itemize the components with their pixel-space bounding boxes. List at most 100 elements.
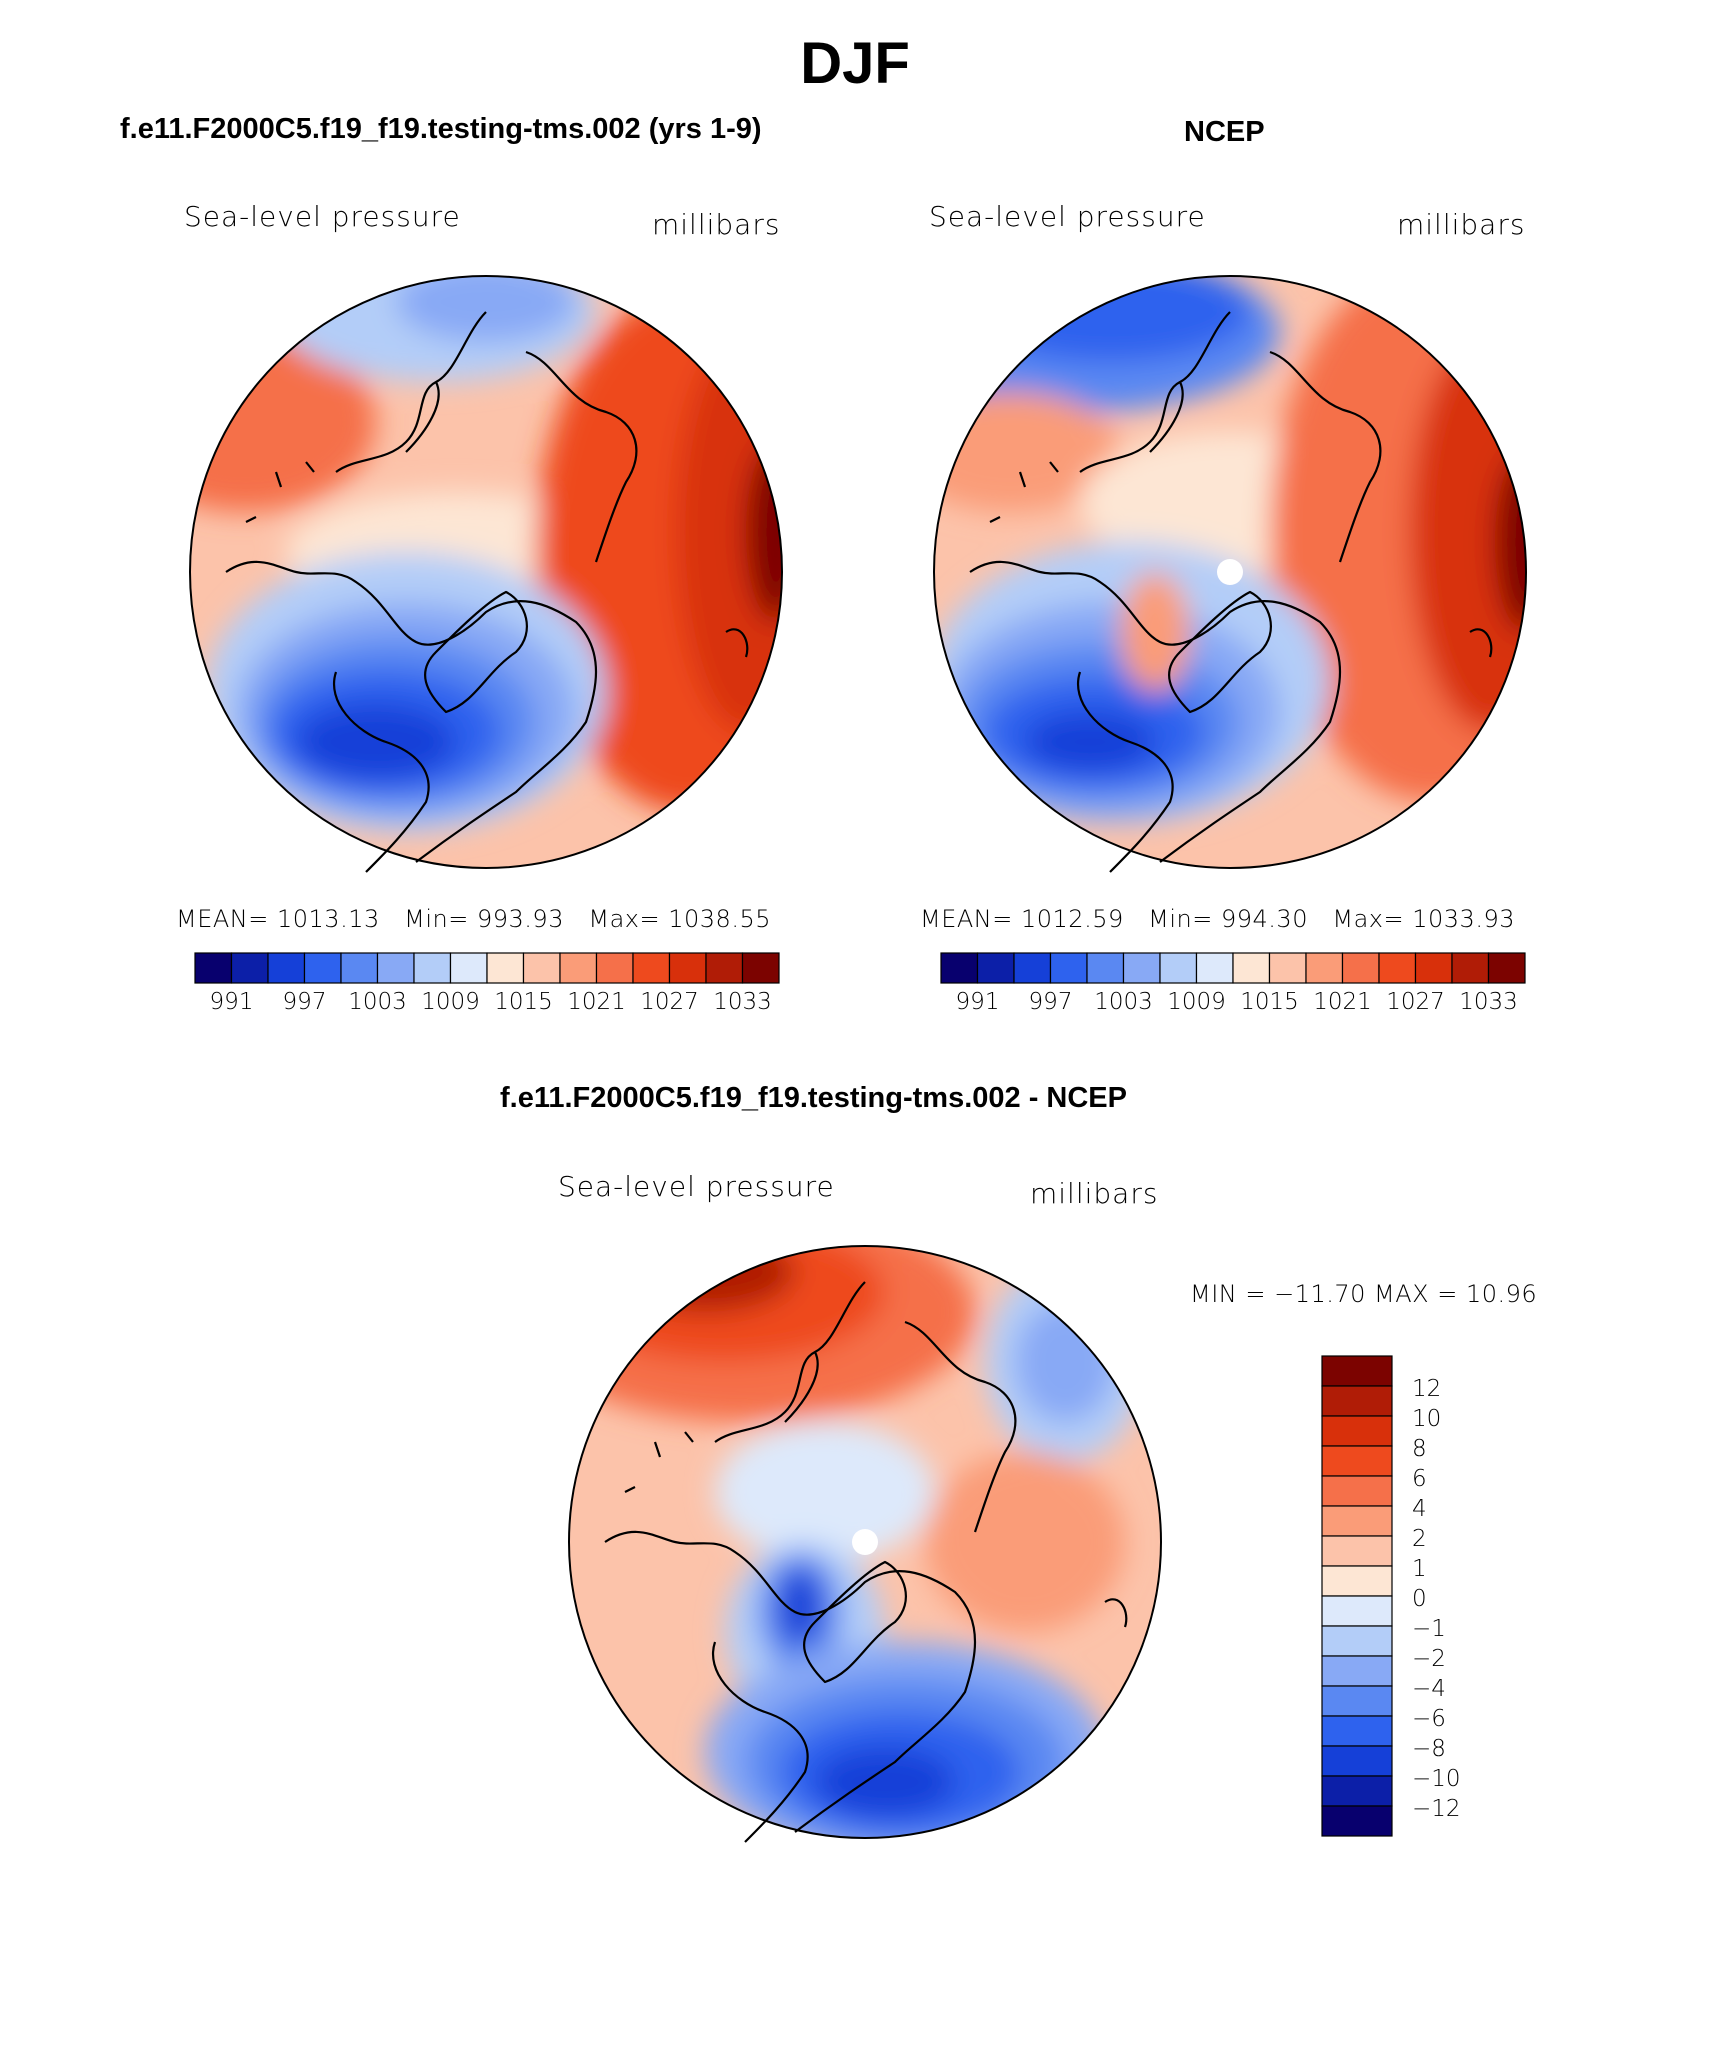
obs-coastlines <box>969 311 1493 873</box>
diff-variable-label: Sea-level pressure <box>558 1170 835 1203</box>
model-colorbar-swatch <box>668 952 707 984</box>
diff-colorbar-swatch <box>1321 1415 1393 1447</box>
obs-colorbar-tick-label: 1033 <box>1459 989 1518 1015</box>
diff-colorbar-swatch <box>1321 1775 1393 1807</box>
diff-colorbar-swatch <box>1321 1475 1393 1507</box>
model-colorbar-swatch <box>230 952 269 984</box>
model-colorbar-tick-label: 1009 <box>421 989 480 1015</box>
obs-colorbar-tick-label: 997 <box>1028 989 1073 1015</box>
model-max-value: 1038.55 <box>668 905 771 933</box>
model-colorbar-tick-label: 1015 <box>494 989 553 1015</box>
obs-stats: MEAN= 1012.59 Min= 994.30 Max= 1033.93 <box>920 905 1515 933</box>
diff-minmax: MIN = −11.70 MAX = 10.96 <box>1190 1280 1538 1308</box>
model-colorbar-swatch <box>340 952 379 984</box>
obs-colorbar-tick-label: 1009 <box>1167 989 1226 1015</box>
model-colorbar-tick-label: 997 <box>282 989 327 1015</box>
diff-colorbar-swatch <box>1321 1715 1393 1747</box>
diff-colorbar-swatch <box>1321 1355 1393 1387</box>
model-colorbar-tick-label: 1033 <box>713 989 772 1015</box>
model-colorbar-swatch <box>632 952 671 984</box>
obs-max-label: Max= <box>1332 905 1405 933</box>
obs-mean-label: MEAN= <box>920 905 1013 933</box>
obs-colorbar-swatch <box>1305 952 1344 984</box>
obs-min-label: Min= <box>1148 905 1213 933</box>
model-units-label: millibars <box>652 208 781 241</box>
diff-colorbar <box>1321 1355 1393 1837</box>
model-mean-value: 1013.13 <box>277 905 380 933</box>
model-min-value: 993.93 <box>476 905 564 933</box>
diff-colorbar-tick-label: 6 <box>1412 1466 1427 1492</box>
diff-colorbar-swatch <box>1321 1445 1393 1477</box>
model-colorbar-tick-label: 1027 <box>640 989 699 1015</box>
obs-colorbar-swatch <box>1049 952 1088 984</box>
obs-colorbar-tick-label: 1027 <box>1386 989 1445 1015</box>
diff-colorbar-tick-label: −6 <box>1412 1706 1446 1732</box>
model-colorbar-swatch <box>267 952 306 984</box>
model-colorbar-swatch <box>705 952 744 984</box>
obs-min-value: 994.30 <box>1220 905 1308 933</box>
obs-colorbar-tick-label: 1021 <box>1313 989 1372 1015</box>
diff-colorbar-swatch <box>1321 1805 1393 1837</box>
obs-colorbar <box>940 952 1526 984</box>
obs-colorbar-swatch <box>1487 952 1526 984</box>
obs-colorbar-swatch <box>1268 952 1307 984</box>
obs-colorbar-swatch <box>1378 952 1417 984</box>
obs-slp-map <box>933 275 1527 873</box>
obs-colorbar-tick-label: 1015 <box>1240 989 1299 1015</box>
obs-colorbar-swatch <box>1159 952 1198 984</box>
model-colorbar-swatch <box>413 952 452 984</box>
obs-units-label: millibars <box>1397 208 1526 241</box>
diff-colorbar-swatch <box>1321 1535 1393 1567</box>
diff-colorbar-swatch <box>1321 1595 1393 1627</box>
diff-colorbar-tick-label: −12 <box>1412 1796 1461 1822</box>
obs-map-border <box>933 275 1527 869</box>
diff-map-border <box>568 1245 1162 1839</box>
obs-panel-title: NCEP <box>1184 116 1265 148</box>
figure-title: DJF <box>800 31 910 96</box>
obs-colorbar-tick-label: 1003 <box>1094 989 1153 1015</box>
model-colorbar-swatch <box>449 952 488 984</box>
model-colorbar-swatch <box>595 952 634 984</box>
diff-slp-map <box>568 1245 1162 1843</box>
model-colorbar-swatch <box>194 952 233 984</box>
obs-colorbar-swatch <box>1013 952 1052 984</box>
diff-colorbar-swatch <box>1321 1745 1393 1777</box>
diff-colorbar-tick-label: 10 <box>1412 1406 1442 1432</box>
obs-colorbar-swatch <box>1122 952 1161 984</box>
diff-colorbar-tick-label: −10 <box>1412 1766 1461 1792</box>
obs-colorbar-swatch <box>976 952 1015 984</box>
obs-colorbar-swatch <box>1414 952 1453 984</box>
diff-coastlines <box>604 1281 1128 1843</box>
obs-variable-label: Sea-level pressure <box>929 200 1206 233</box>
model-variable-label: Sea-level pressure <box>184 200 461 233</box>
diff-colorbar-tick-label: 0 <box>1412 1586 1427 1612</box>
diff-colorbar-swatch <box>1321 1625 1393 1657</box>
model-colorbar-swatch <box>303 952 342 984</box>
diff-colorbar-swatch <box>1321 1655 1393 1687</box>
obs-colorbar-swatch <box>940 952 979 984</box>
obs-colorbar-swatch <box>1232 952 1271 984</box>
model-colorbar-tick-label: 1021 <box>567 989 626 1015</box>
diff-colorbar-tick-label: 12 <box>1412 1376 1442 1402</box>
model-map-border <box>189 275 783 869</box>
model-min-label: Min= <box>404 905 469 933</box>
diff-colorbar-tick-label: 1 <box>1412 1556 1427 1582</box>
model-colorbar-swatch <box>559 952 598 984</box>
diff-pole-marker <box>852 1529 878 1555</box>
model-slp-map <box>189 275 783 873</box>
model-max-label: Max= <box>588 905 661 933</box>
model-coastlines <box>225 311 749 873</box>
obs-colorbar-swatch <box>1341 952 1380 984</box>
model-colorbar-tick-label: 1003 <box>348 989 407 1015</box>
diff-colorbar-swatch <box>1321 1385 1393 1417</box>
diff-colorbar-tick-label: 8 <box>1412 1436 1427 1462</box>
model-stats: MEAN= 1013.13 Min= 993.93 Max= 1038.55 <box>176 905 771 933</box>
obs-colorbar-swatch <box>1195 952 1234 984</box>
obs-colorbar-swatch <box>1086 952 1125 984</box>
model-panel-title: f.e11.F2000C5.f19_f19.testing-tms.002 (y… <box>120 113 762 145</box>
diff-colorbar-tick-label: −4 <box>1412 1676 1446 1702</box>
diff-colorbar-tick-label: 4 <box>1412 1496 1427 1522</box>
obs-colorbar-tick-label: 991 <box>955 989 1000 1015</box>
diff-panel-title: f.e11.F2000C5.f19_f19.testing-tms.002 - … <box>500 1082 1127 1114</box>
model-colorbar-swatch <box>486 952 525 984</box>
